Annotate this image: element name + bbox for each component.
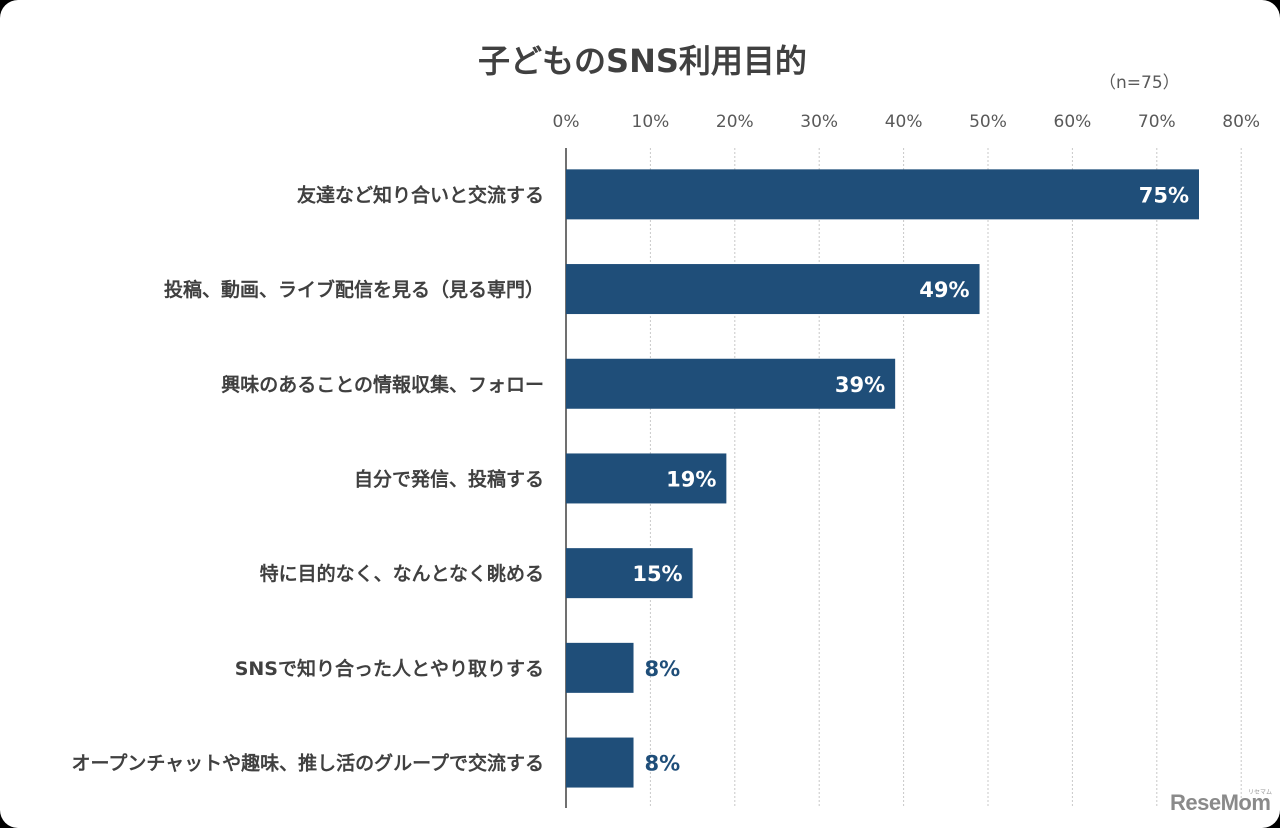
x-tick-label: 10% xyxy=(632,112,670,132)
data-label: 49% xyxy=(919,278,969,302)
bar xyxy=(566,169,1199,220)
bar xyxy=(566,264,980,315)
data-label: 19% xyxy=(666,467,716,491)
chart-title: 子どものSNS利用目的 xyxy=(478,42,807,80)
bar xyxy=(566,642,634,693)
resemom-logo-subtext: リセマム xyxy=(1248,789,1273,796)
x-tick-label: 60% xyxy=(1054,112,1092,132)
category-label: 投稿、動画、ライブ配信を見る（見る専門） xyxy=(164,278,544,301)
category-label: 友達など知り合いと交流する xyxy=(297,183,544,206)
x-tick-label: 30% xyxy=(800,112,838,132)
x-tick-label: 70% xyxy=(1138,112,1176,132)
x-tick-label: 20% xyxy=(716,112,754,132)
bar xyxy=(566,453,727,504)
category-label: 自分で発信、投稿する xyxy=(354,467,544,490)
x-tick-label: 50% xyxy=(969,112,1007,132)
category-label: SNSで知り合った人とやり取りする xyxy=(235,657,544,680)
data-label: 15% xyxy=(632,562,682,586)
category-label: 興味のあることの情報収集、フォロー xyxy=(221,373,544,396)
x-tick-label: 0% xyxy=(553,112,580,132)
data-label: 8% xyxy=(645,657,681,681)
category-label: 特に目的なく、なんとなく眺める xyxy=(260,562,544,585)
sample-size-note: （n=75） xyxy=(1099,73,1180,93)
resemom-logo: ReseMom xyxy=(1170,790,1271,815)
data-label: 8% xyxy=(645,752,681,776)
bar xyxy=(566,358,896,409)
category-label: オープンチャットや趣味、推し活のグループで交流する xyxy=(71,752,544,775)
x-tick-label: 40% xyxy=(885,112,923,132)
data-label: 39% xyxy=(835,373,885,397)
bar xyxy=(566,548,693,599)
data-label: 75% xyxy=(1139,183,1189,207)
x-tick-label: 80% xyxy=(1222,112,1260,132)
bar xyxy=(566,737,634,788)
